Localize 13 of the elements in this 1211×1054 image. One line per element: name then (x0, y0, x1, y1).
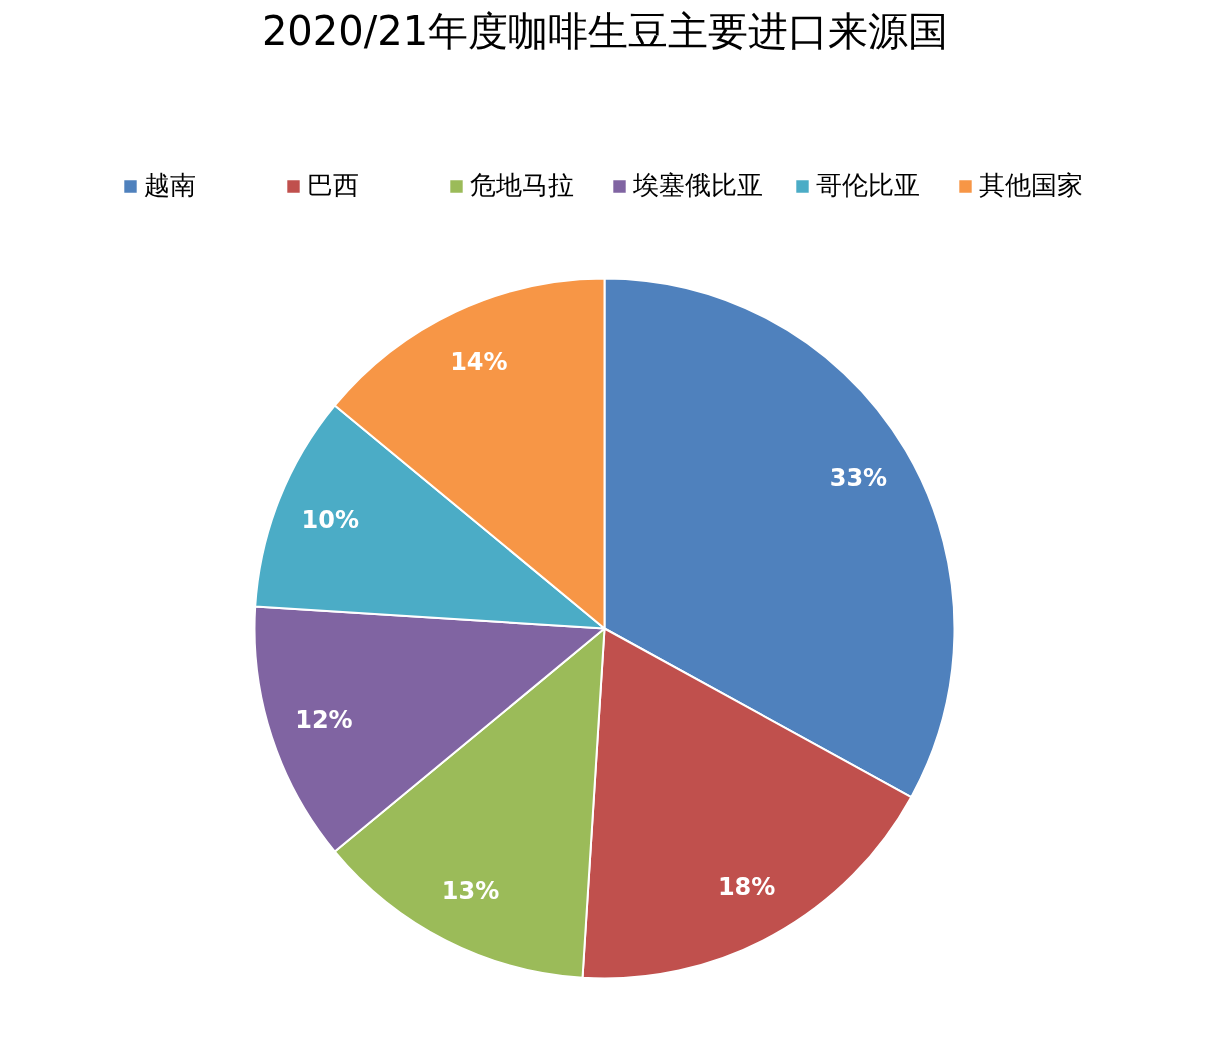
legend-label: 哥伦比亚 (815, 169, 921, 202)
legend-label: 危地马拉 (469, 169, 575, 202)
data-label: 12% (295, 705, 353, 734)
legend-label: 埃塞俄比亚 (632, 169, 763, 202)
data-label: 14% (450, 347, 508, 376)
chart-title: 2020/21年度咖啡生豆主要进口来源国 (261, 7, 949, 54)
data-label: 13% (441, 877, 500, 906)
legend-label: 巴西 (306, 169, 360, 202)
legend-label: 其他国家 (978, 169, 1084, 202)
data-label: 33% (829, 464, 888, 493)
legend-label: 越南 (143, 169, 197, 202)
data-label: 18% (717, 873, 776, 902)
data-label: 10% (301, 505, 359, 534)
